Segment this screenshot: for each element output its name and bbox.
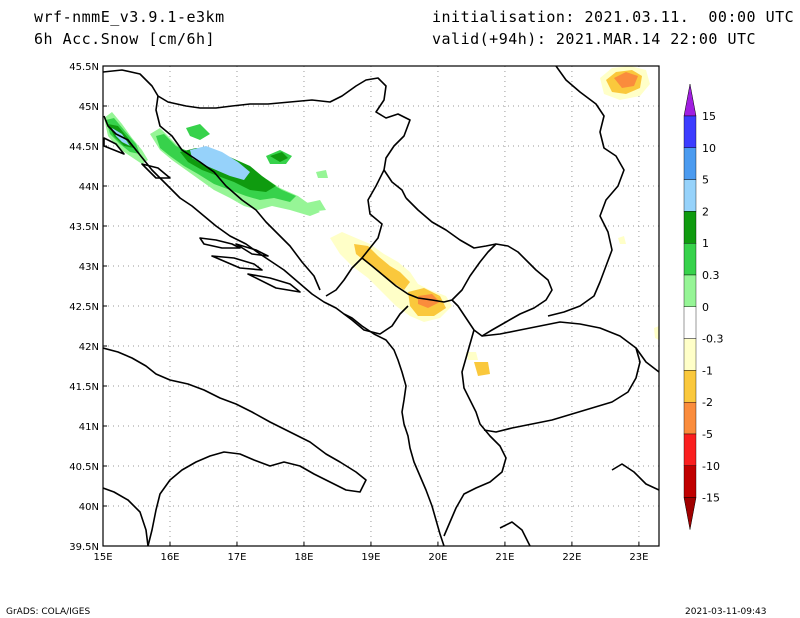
colorbar-swatch	[683, 465, 697, 498]
border-serbia-east	[405, 197, 497, 249]
island	[103, 137, 125, 155]
colorbar-label: 0	[702, 301, 709, 314]
colorbar-label: -15	[702, 492, 720, 505]
init-time: initialisation: 2021.03.11. 00:00 UTC	[432, 8, 795, 26]
island	[141, 163, 171, 179]
snow-area-green-light	[316, 170, 328, 178]
melt-area-light	[466, 352, 478, 360]
colorbar-label: -0.3	[702, 333, 723, 346]
longitude-labels: 15E 16E 17E 18E 19E 20E 21E 22E 23E	[93, 542, 648, 563]
field-title: 6h Acc.Snow [cm/6h]	[34, 30, 216, 48]
border-north	[103, 69, 411, 199]
greek-coast	[499, 521, 531, 546]
lon-label: 21E	[495, 552, 514, 563]
lat-label: 43.5N	[69, 222, 99, 233]
italy-coastline	[103, 347, 367, 546]
lon-label: 18E	[294, 552, 313, 563]
model-title: wrf-nmmE_v3.9.1-e3km	[34, 8, 225, 26]
melt-area-orange	[614, 72, 638, 88]
valid-time: valid(+94h): 2021.MAR.14 22:00 UTC	[432, 30, 757, 48]
greek-coast	[611, 463, 659, 491]
colorbar-swatch	[683, 433, 697, 466]
adriatic-east-coast	[103, 115, 445, 546]
colorbar-label: -2	[702, 396, 713, 409]
melt-area-light	[654, 326, 659, 340]
colorbar-label: -5	[702, 428, 713, 441]
island	[211, 255, 263, 271]
lat-label: 44N	[79, 182, 99, 193]
lat-label: 39.5N	[69, 542, 99, 553]
colorbar-label: -10	[702, 460, 720, 473]
colorbar-swatch	[683, 211, 697, 244]
melt-area-yellow	[474, 362, 490, 376]
colorbar-swatch	[683, 274, 697, 307]
border-montenegro-albania	[343, 305, 409, 335]
colorbar-label: 1	[702, 237, 709, 250]
latitude-labels: 45.5N 45N 44.5N 44N 43.5N 43N 42.5N 42N 41.5N 41N…	[69, 62, 107, 553]
lat-label: 41N	[79, 422, 99, 433]
lat-label: 44.5N	[69, 142, 99, 153]
border-montenegro	[361, 257, 453, 303]
colorbar-label: 15	[702, 110, 716, 123]
colorbar-swatch	[683, 402, 697, 435]
colorbar-swatch	[683, 338, 697, 371]
lat-label: 40N	[79, 502, 99, 513]
colorbar-label: 5	[702, 174, 709, 187]
melt-area-light	[618, 236, 626, 244]
border-greece-bulgaria	[635, 347, 659, 373]
lon-label: 23E	[629, 552, 648, 563]
coastlines-borders	[103, 66, 659, 546]
lat-label: 45.5N	[69, 62, 99, 73]
border-macedonia	[481, 321, 641, 433]
colorbar-swatch	[683, 147, 697, 180]
lat-label: 42N	[79, 342, 99, 353]
colorbar-label: 0.3	[702, 269, 720, 282]
lat-label: 41.5N	[69, 382, 99, 393]
lon-label: 16E	[160, 552, 179, 563]
colorbar-label: 10	[702, 142, 716, 155]
island	[247, 273, 301, 293]
lon-label: 20E	[428, 552, 447, 563]
lat-label: 42.5N	[69, 302, 99, 313]
lon-label: 17E	[227, 552, 246, 563]
colorbar-top-arrow	[683, 83, 697, 117]
colorbar-swatch	[683, 179, 697, 212]
border-bosnia-croatia	[155, 95, 321, 291]
lon-label: 15E	[93, 552, 112, 563]
footer-right: 2021-03-11-09:43	[685, 607, 767, 617]
border-serbia-bulgaria	[547, 66, 625, 317]
border-albania-east	[443, 329, 507, 537]
colorbar-swatch	[683, 242, 697, 276]
melt-area-orange	[418, 294, 440, 308]
island	[235, 243, 269, 257]
snow-shading	[104, 66, 659, 376]
snow-area-green-light	[302, 200, 326, 212]
colorbar-swatch	[683, 306, 697, 339]
colorbar-swatch	[683, 370, 697, 403]
colorbar-bottom-arrow	[683, 497, 697, 530]
italy-gulf-coast	[103, 487, 149, 546]
colorbar: 15 10 5 2 1 0.3 0 -0.3 -1 -2 -5 -10 -15	[683, 83, 723, 530]
lon-label: 22E	[562, 552, 581, 563]
map-grid	[103, 66, 659, 546]
lat-label: 45N	[79, 102, 99, 113]
melt-area-yellow	[354, 244, 410, 290]
map-frame	[102, 65, 660, 547]
lat-label: 40.5N	[69, 462, 99, 473]
snow-area-blue	[190, 146, 250, 180]
footer-left: GrADS: COLA/IGES	[6, 607, 90, 617]
border-kosovo	[451, 243, 553, 337]
lat-label: 43N	[79, 262, 99, 273]
lon-label: 19E	[361, 552, 380, 563]
snow-area-green-dark	[270, 152, 288, 162]
snow-area-green	[186, 124, 210, 140]
colorbar-label: 2	[702, 205, 709, 218]
border-bosnia-serbia	[325, 169, 385, 297]
colorbar-label: -1	[702, 364, 713, 377]
colorbar-swatch	[683, 115, 697, 148]
island	[199, 237, 241, 249]
